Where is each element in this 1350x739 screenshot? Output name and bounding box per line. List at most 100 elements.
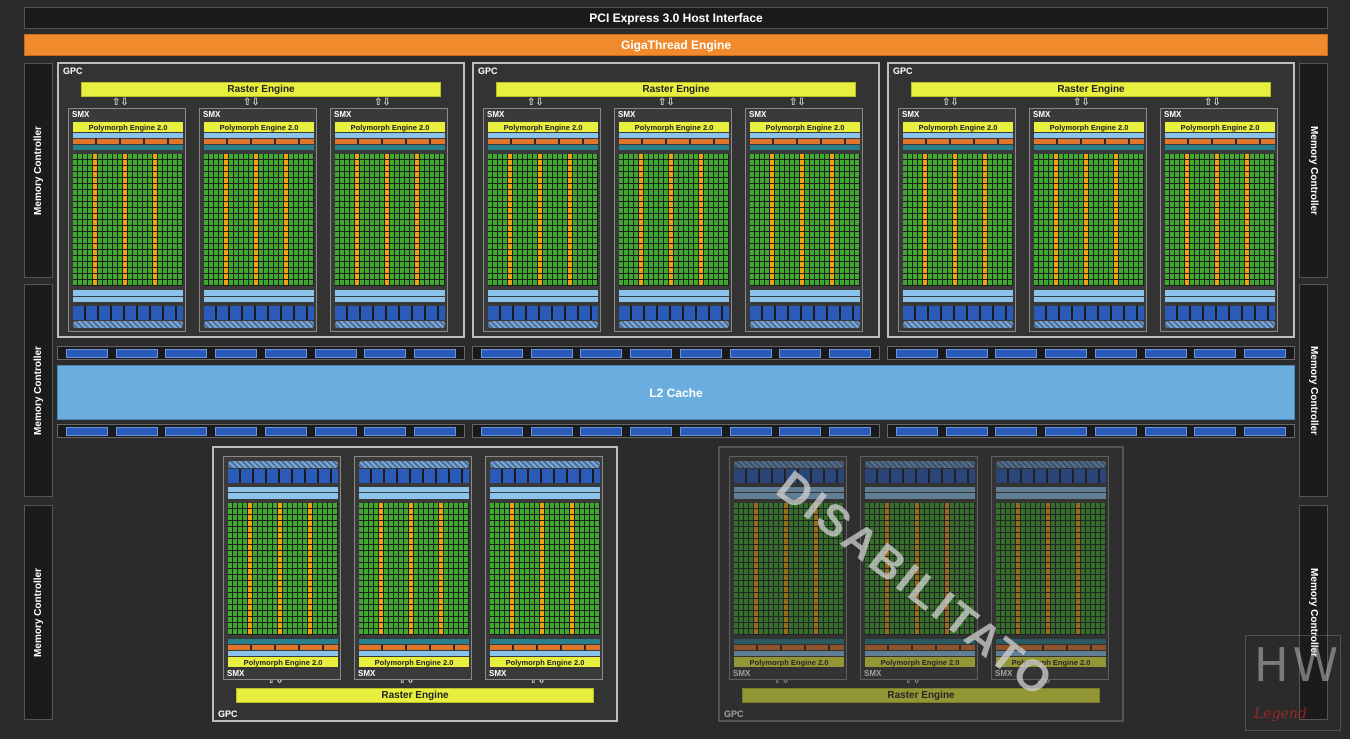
smx-3: SMX Polymorph Engine 2.0 <box>991 456 1109 680</box>
cache-strip <box>750 133 860 138</box>
cache-strip <box>734 487 844 492</box>
texture-cache <box>359 461 469 468</box>
register-file <box>204 145 314 150</box>
cuda-core-array <box>359 503 469 635</box>
texture-units <box>335 306 445 320</box>
dispatch-unit <box>359 645 469 650</box>
memory-controller-left-1: Memory Controller <box>24 63 53 278</box>
register-file <box>228 639 338 644</box>
smx-2: SMX Polymorph Engine 2.0 <box>614 108 732 332</box>
cache-strip <box>750 290 860 296</box>
memory-controller-left-2: Memory Controller <box>24 284 53 497</box>
cuda-core-array <box>204 154 314 286</box>
gpc-label: GPC <box>724 709 744 719</box>
smx-label: SMX <box>864 669 882 678</box>
rop-partition-bottom-2 <box>472 424 880 438</box>
smx-3: SMX Polymorph Engine 2.0 <box>485 456 603 680</box>
cache-strip <box>359 493 469 499</box>
memory-controller-label: Memory Controller <box>1308 346 1319 435</box>
cache-strip <box>335 297 445 302</box>
raster-engine: Raster Engine <box>742 688 1100 703</box>
smx-3: SMX Polymorph Engine 2.0 <box>745 108 863 332</box>
gpc-2: GPC Raster Engine ⇧⇩ SMX Polymorph Engine 2.… <box>472 62 880 338</box>
polymorph-engine: Polymorph Engine 2.0 <box>359 657 469 667</box>
smx-1: SMX Polymorph Engine 2.0 <box>68 108 186 332</box>
cache-strip <box>734 651 844 656</box>
texture-units <box>228 469 338 483</box>
dispatch-unit <box>1165 139 1275 144</box>
texture-cache <box>619 321 729 328</box>
smx-1: SMX Polymorph Engine 2.0 <box>898 108 1016 332</box>
dispatch-unit <box>73 139 183 144</box>
register-file <box>490 639 600 644</box>
register-file <box>335 145 445 150</box>
cache-strip <box>903 290 1013 296</box>
gpc-1: GPC Raster Engine ⇧⇩ SMX Polymorph Engine 2.… <box>57 62 465 338</box>
cache-strip <box>335 290 445 296</box>
cache-strip <box>996 651 1106 656</box>
texture-cache <box>903 321 1013 328</box>
rop-partition-bottom-3 <box>887 424 1295 438</box>
dispatch-unit <box>996 645 1106 650</box>
register-file <box>488 145 598 150</box>
watermark-legend: Legend <box>1254 706 1307 722</box>
memory-controller-right-1: Memory Controller <box>1299 63 1328 278</box>
rop-partition-top-2 <box>472 346 880 360</box>
cache-strip <box>734 493 844 499</box>
cache-strip <box>228 487 338 492</box>
cache-strip <box>490 651 600 656</box>
polymorph-engine: Polymorph Engine 2.0 <box>996 657 1106 667</box>
smx-2: SMX Polymorph Engine 2.0 <box>354 456 472 680</box>
register-file <box>996 639 1106 644</box>
register-file <box>903 145 1013 150</box>
cuda-core-array <box>1165 154 1275 286</box>
smx-3: SMX Polymorph Engine 2.0 <box>1160 108 1278 332</box>
texture-cache <box>750 321 860 328</box>
cache-strip <box>1165 290 1275 296</box>
cache-strip <box>1165 297 1275 302</box>
cuda-core-cells <box>903 154 1013 286</box>
cache-strip <box>1034 290 1144 296</box>
polymorph-engine: Polymorph Engine 2.0 <box>903 122 1013 132</box>
raster-engine: Raster Engine <box>81 82 441 97</box>
cache-strip <box>865 651 975 656</box>
smx-label: SMX <box>902 110 920 119</box>
texture-cache <box>734 461 844 468</box>
smx-label: SMX <box>334 110 352 119</box>
cache-strip <box>865 493 975 499</box>
dispatch-unit <box>1034 139 1144 144</box>
cuda-core-array <box>865 503 975 635</box>
texture-cache <box>73 321 183 328</box>
polymorph-engine: Polymorph Engine 2.0 <box>488 122 598 132</box>
register-file <box>1034 145 1144 150</box>
cuda-core-array <box>734 503 844 635</box>
cuda-core-cells <box>73 154 183 286</box>
dispatch-unit <box>490 645 600 650</box>
cache-strip <box>750 297 860 302</box>
cuda-core-cells <box>619 154 729 286</box>
cache-strip <box>359 487 469 492</box>
cuda-core-cells <box>204 154 314 286</box>
smx-label: SMX <box>618 110 636 119</box>
cache-strip <box>204 297 314 302</box>
cache-strip <box>488 133 598 138</box>
texture-units <box>490 469 600 483</box>
texture-units <box>359 469 469 483</box>
texture-units <box>734 469 844 483</box>
gigathread-engine: GigaThread Engine <box>24 34 1328 56</box>
cache-strip <box>619 133 729 138</box>
l2-cache: L2 Cache <box>57 365 1295 420</box>
cuda-core-array <box>335 154 445 286</box>
cuda-core-cells <box>335 154 445 286</box>
data-arrows-icon: ⇧⇩ <box>789 97 806 108</box>
cache-strip <box>903 297 1013 302</box>
l2-cache-label: L2 Cache <box>649 385 703 400</box>
polymorph-engine: Polymorph Engine 2.0 <box>73 122 183 132</box>
cuda-core-cells <box>359 503 469 635</box>
cuda-core-array <box>1034 154 1144 286</box>
raster-engine: Raster Engine <box>236 688 594 703</box>
cache-strip <box>996 487 1106 492</box>
watermark-hw: HW <box>1254 638 1343 692</box>
memory-controller-label: Memory Controller <box>33 346 44 435</box>
